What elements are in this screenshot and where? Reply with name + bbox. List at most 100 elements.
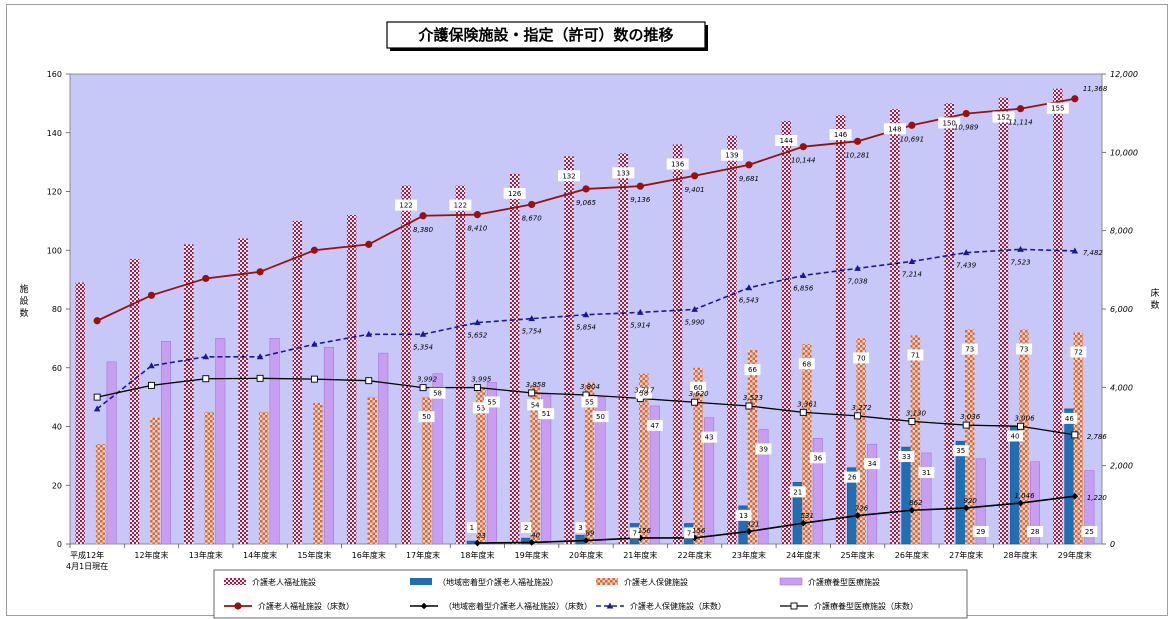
right-tick-label-3: 6,000: [1110, 305, 1133, 314]
line-ryoyo-point-5: [365, 377, 373, 385]
line-label-line-hoken-13: 6,856: [793, 284, 814, 292]
bar-ryoyo-16: [975, 458, 986, 545]
line-fukushi-point-0: [93, 317, 101, 325]
left-tick-label-40: 40: [52, 423, 62, 432]
right-axis-title-char-1: 数: [1150, 299, 1159, 311]
bar-fukushi-3: [238, 238, 248, 544]
left-tick-label-20: 20: [52, 481, 62, 490]
bar-label-bar-fukushi-11: 136: [671, 161, 685, 169]
line-label-line-chiiki-9: 89: [586, 530, 595, 538]
bar-label-bg-2-6: [418, 411, 435, 423]
legend-swatch-bar-fukushi: [224, 578, 246, 585]
title-box: [386, 21, 706, 49]
line-ryoyo-point-7: [473, 384, 481, 391]
left-axis-title-char-1: 設: [19, 295, 28, 307]
line-chiiki-point-17: [1017, 499, 1024, 507]
line-fukushi-point-7: [473, 211, 481, 219]
bar-hoken-11: [693, 367, 703, 544]
line-chiiki-point-12: [745, 528, 753, 535]
line-hoken-point-18: [1071, 247, 1079, 254]
bar-label-bar-hoken-10: 58: [639, 390, 648, 398]
line-label-line-fukushi-10: 9,136: [630, 196, 651, 204]
bar-label-bg-1-18: [1061, 412, 1078, 424]
bar-label-bg-2-7: [472, 402, 489, 414]
line-label-line-ryoyo-14: 3,272: [852, 404, 873, 412]
legend-label-line-fukushi: 介護老人福祉施設（床数）: [258, 601, 354, 611]
right-tick-label-1: 2,000: [1110, 462, 1133, 471]
left-axis-title-char-2: 数: [19, 307, 28, 319]
line-ryoyo-point-11: [691, 398, 699, 406]
line-label-line-hoken-6: 5,354: [413, 343, 433, 351]
bar-label-bar-fukushi-18: 155: [1051, 105, 1064, 113]
bar-fukushi-6: [401, 185, 411, 544]
x-tick-label-10-0: 21年度末: [623, 550, 657, 560]
line-label-line-ryoyo-13: 3,361: [797, 400, 817, 408]
bar-ryoyo-0: [106, 361, 117, 545]
bar-chiiki-18: [1064, 408, 1075, 545]
line-label-line-fukushi-13: 10,144: [791, 157, 816, 165]
line-label-line-ryoyo-8: 3,858: [526, 381, 547, 389]
bar-label-bg-1-16: [952, 445, 969, 457]
line-fukushi-point-2: [202, 274, 210, 283]
line-ryoyo-point-13: [799, 408, 807, 416]
line-ryoyo-point-3: [256, 374, 264, 382]
bar-ryoyo-9: [595, 396, 606, 545]
bar-fukushi-1: [129, 259, 140, 544]
bar-label-bar-fukushi-17: 152: [997, 114, 1010, 122]
bar-label-bar-fukushi-12: 139: [725, 152, 738, 160]
line-chiiki-point-13: [799, 519, 807, 527]
bar-label-bg-1-7: [466, 522, 477, 533]
bar-label-bg-2-9: [581, 396, 598, 408]
line-chiiki-point-8: [528, 539, 535, 546]
line-label-line-fukushi-14: 10,281: [845, 151, 870, 159]
left-tick-label-100: 100: [47, 246, 62, 255]
line-label-line-chiiki-17: 1,046: [1015, 492, 1036, 500]
line-label-line-chiiki-13: 531: [801, 512, 814, 520]
line-chiiki-point-16: [962, 504, 970, 512]
bar-label-bg-1-9: [575, 522, 586, 533]
bar-label-bar-ryoyo-17: 28: [1031, 528, 1040, 536]
bar-ryoyo-18: [1084, 470, 1095, 545]
bar-label-bg-3-14: [864, 458, 881, 470]
line-hoken-point-15: [908, 257, 916, 264]
line-label-line-chiiki-16: 920: [964, 497, 978, 505]
line-label-line-fukushi-17: 11,114: [1008, 119, 1033, 127]
x-tick-label-9-0: 20年度末: [569, 550, 603, 560]
line-ryoyo-point-8: [528, 389, 536, 397]
bar-label-bg-2-12: [744, 364, 761, 376]
line-ryoyo-point-2: [202, 375, 210, 383]
bar-chiiki-16: [955, 440, 966, 545]
bar-label-bar-ryoyo-11: 43: [705, 434, 714, 442]
bar-label-bg-3-15: [918, 466, 935, 478]
line-label-line-hoken-9: 5,854: [576, 324, 596, 332]
bar-hoken-2: [204, 411, 215, 544]
bar-label-bg-0-10: [612, 167, 635, 179]
bar-chiiki-17: [1010, 426, 1021, 545]
bar-label-bg-3-16: [972, 526, 989, 537]
legend-marker-line-hoken: [606, 602, 614, 609]
bar-label-bar-hoken-12: 66: [748, 366, 757, 374]
bar-ryoyo-8: [541, 393, 552, 545]
line-fukushi-point-6: [419, 212, 427, 220]
bar-hoken-0: [95, 444, 106, 544]
legend-swatch-bar-hoken: [596, 578, 618, 585]
bar-hoken-16: [964, 329, 975, 544]
bar-label-bar-hoken-8: 54: [531, 401, 540, 409]
x-tick-label-8-0: 19年度末: [515, 550, 549, 560]
left-tick-label-120: 120: [47, 188, 62, 197]
bar-ryoyo-3: [269, 338, 280, 545]
right-tick-label-6: 12,000: [1110, 70, 1138, 79]
bar-label-bg-3-6: [429, 387, 446, 399]
line-fukushi-point-15: [908, 121, 916, 129]
line-fukushi-point-5: [365, 240, 373, 248]
x-tick-label-14-0: 25年度末: [840, 550, 874, 560]
x-tick-label-0-0: 平成12年: [70, 550, 104, 560]
bar-hoken-18: [1073, 332, 1084, 544]
bar-label-bg-1-13: [789, 486, 806, 498]
line-hoken-point-6: [419, 330, 427, 337]
line-label-line-hoken-16: 7,439: [956, 262, 977, 270]
line-ryoyo-point-17: [1017, 422, 1024, 430]
bar-label-bg-2-10: [635, 387, 652, 399]
bar-fukushi-0: [75, 282, 85, 544]
